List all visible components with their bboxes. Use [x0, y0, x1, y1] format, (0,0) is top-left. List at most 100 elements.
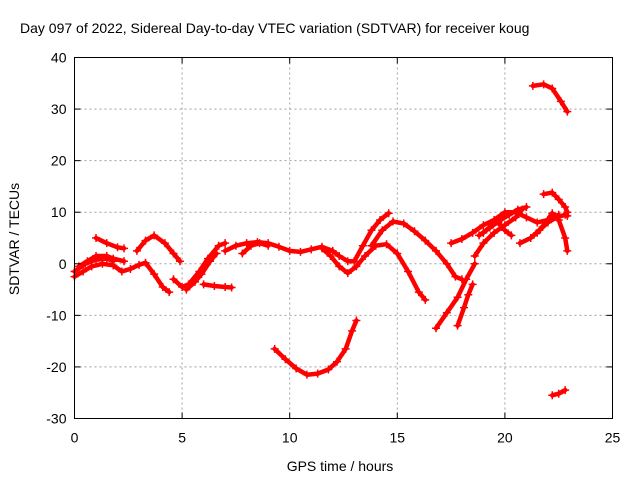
- x-tick-label: 0: [71, 430, 79, 446]
- data-point: [541, 218, 550, 227]
- data-point: [442, 259, 451, 268]
- points-arc-8: [199, 280, 236, 292]
- x-tick-label: 5: [178, 430, 186, 446]
- data-point: [533, 228, 542, 237]
- data-point: [505, 210, 514, 219]
- data-point: [285, 246, 294, 255]
- y-axis-label: SDTVAR / TECUs: [6, 183, 22, 295]
- data-point: [335, 252, 344, 261]
- points-arc-22: [533, 209, 572, 255]
- x-tick-label: 25: [605, 430, 621, 446]
- data-point: [468, 280, 477, 289]
- data-point: [485, 223, 494, 232]
- data-point: [141, 258, 150, 267]
- data-point: [238, 249, 247, 258]
- data-point: [102, 252, 111, 261]
- y-tick-label: 40: [51, 50, 67, 66]
- data-point: [393, 249, 402, 258]
- data-point: [378, 226, 387, 235]
- data-point: [554, 215, 563, 224]
- data-point: [328, 246, 337, 255]
- data-point: [533, 218, 542, 227]
- data-point: [317, 244, 326, 253]
- points-arc-16: [453, 280, 477, 330]
- data-point: [169, 275, 178, 284]
- data-point: [246, 241, 255, 250]
- data-point: [453, 293, 462, 302]
- data-point: [475, 231, 484, 240]
- data-point: [150, 270, 159, 279]
- data-point: [350, 257, 359, 266]
- data-point: [333, 357, 342, 366]
- data-point: [324, 365, 333, 374]
- y-tick-label: -10: [46, 307, 66, 323]
- data-point: [432, 324, 441, 333]
- points-arc-15: [432, 259, 479, 333]
- grid-lines: [74, 57, 613, 419]
- data-point: [561, 203, 570, 212]
- data-point: [500, 226, 509, 235]
- data-point: [548, 84, 557, 93]
- plot-frame: [74, 57, 613, 419]
- data-point: [548, 209, 557, 218]
- data-point: [376, 215, 385, 224]
- data-point: [515, 239, 524, 248]
- data-point: [522, 213, 531, 222]
- data-point: [175, 257, 184, 266]
- data-point: [399, 219, 408, 228]
- data-point: [150, 231, 159, 240]
- y-tick-label: -20: [46, 359, 66, 375]
- data-point: [227, 283, 236, 292]
- data-point: [548, 188, 557, 197]
- data-point: [270, 344, 279, 353]
- points-arc-18: [470, 205, 527, 261]
- data-point: [79, 267, 88, 276]
- data-point: [169, 249, 178, 258]
- data-point: [92, 252, 101, 261]
- series-arc-6: [171, 240, 228, 290]
- axis-ticks: 0 5 10 15 20 25 -30 -20 -10 0 10 20 30 40: [46, 50, 620, 446]
- data-point: [302, 370, 311, 379]
- data-point: [496, 215, 505, 224]
- x-tick-label: 10: [282, 430, 298, 446]
- data-point: [451, 272, 460, 281]
- points-arc-24: [528, 80, 572, 116]
- points-arc-23: [539, 188, 572, 217]
- series-arc-10: [240, 240, 271, 256]
- data-point: [410, 227, 419, 236]
- y-tick-label: 0: [59, 256, 67, 272]
- data-point: [126, 264, 135, 273]
- data-point: [326, 252, 335, 261]
- series-arc-14: [369, 219, 465, 282]
- data-point: [274, 242, 283, 251]
- data-point: [221, 246, 230, 255]
- data-point: [281, 355, 290, 364]
- data-point: [457, 235, 466, 244]
- data-point: [158, 282, 167, 291]
- data-point: [92, 234, 101, 242]
- data-point: [388, 217, 397, 226]
- data-point: [292, 364, 301, 373]
- data-point: [199, 280, 208, 289]
- data-point: [539, 80, 548, 89]
- data-point: [210, 281, 219, 290]
- data-point: [432, 246, 441, 255]
- data-point: [214, 241, 223, 250]
- data-point: [511, 213, 520, 222]
- data-point: [367, 226, 376, 235]
- series-arc-12: [319, 241, 428, 303]
- data-series: [70, 80, 572, 400]
- points-arc-11: [270, 316, 361, 379]
- x-axis-label: GPS time / hours: [287, 458, 394, 474]
- points-arc-13: [350, 209, 393, 266]
- data-point: [539, 190, 548, 199]
- series-arc-11: [272, 318, 359, 377]
- data-point: [117, 267, 126, 276]
- data-point: [352, 262, 361, 271]
- data-point: [548, 391, 557, 400]
- data-point: [132, 246, 141, 255]
- x-tick-label: 15: [390, 430, 406, 446]
- data-point: [554, 389, 563, 398]
- points-arc-4: [92, 234, 128, 253]
